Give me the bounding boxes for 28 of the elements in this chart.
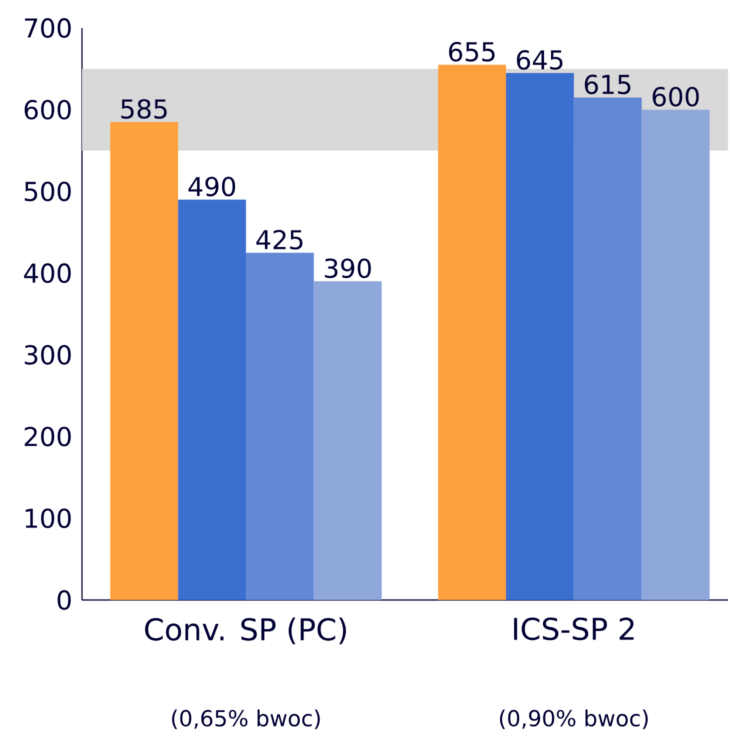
- y-tick-label: 600: [24, 100, 71, 120]
- data-label: 615: [584, 74, 630, 94]
- data-label: 645: [516, 50, 562, 70]
- data-label: 655: [449, 42, 495, 62]
- y-tick-label: 700: [24, 18, 71, 38]
- data-label: 490: [188, 176, 236, 196]
- x-tick-label: Conv. SP (PC): [145, 618, 346, 644]
- bar: [110, 122, 178, 600]
- y-tick-label: 400: [24, 263, 71, 283]
- y-tick-label: 500: [24, 182, 71, 202]
- data-label: 585: [121, 99, 167, 119]
- data-label: 425: [256, 230, 302, 250]
- text: (0,90% bwoc): [500, 710, 648, 730]
- text: (0,65% bwoc): [172, 710, 320, 730]
- bar: [246, 252, 314, 600]
- x-tick-label: ICS-SP 2: [514, 618, 634, 640]
- bar: [314, 281, 382, 600]
- bar: [178, 200, 246, 600]
- bar: [574, 97, 642, 600]
- y-tick-label: 200: [24, 426, 71, 446]
- data-label: 600: [652, 86, 699, 107]
- y-tick-label: 300: [24, 345, 71, 365]
- bar: [642, 110, 710, 600]
- y-tick-label: 0: [58, 590, 71, 610]
- bar: [438, 64, 506, 600]
- data-label: 390: [324, 258, 371, 278]
- bar: [506, 72, 574, 600]
- y-tick-label: 100: [26, 508, 71, 528]
